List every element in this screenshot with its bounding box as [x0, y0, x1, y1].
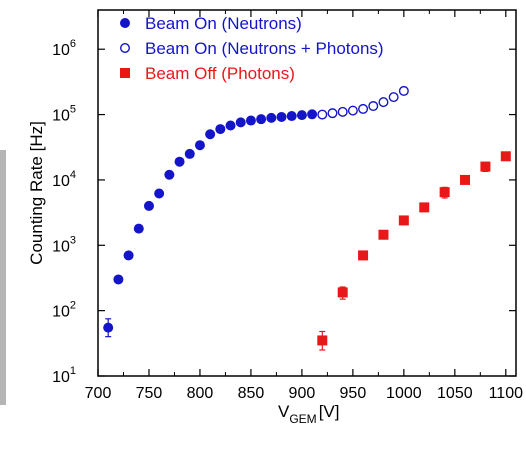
legend-marker [120, 18, 130, 28]
data-point [347, 105, 358, 116]
data-point [164, 169, 175, 180]
series-filled-square [317, 151, 511, 351]
x-tick-label: 700 [85, 385, 112, 402]
data-point [378, 97, 389, 108]
y-tick-label: 102 [52, 300, 76, 321]
plot-frame [97, 9, 517, 377]
data-point [225, 120, 236, 131]
data-point [480, 161, 491, 172]
data-point [194, 140, 205, 151]
data-point [256, 114, 267, 125]
legend-label: Beam Off (Photons) [145, 64, 295, 83]
x-axis-label-unit: [V] [319, 402, 340, 421]
data-point [266, 112, 277, 123]
y-tick-label: 101 [52, 365, 76, 386]
data-point [378, 229, 389, 240]
data-point [439, 187, 450, 198]
x-tick-label: 800 [187, 385, 214, 402]
axis-ticks [97, 10, 516, 377]
data-point [154, 188, 165, 199]
x-tick-labels: 700 750 800 850 900 950 1000 1050 1100 [85, 385, 523, 402]
data-point [398, 85, 409, 96]
data-point [174, 156, 185, 167]
y-tick-label: 105 [52, 104, 76, 125]
x-tick-label: 900 [289, 385, 316, 402]
data-point [317, 335, 328, 346]
data-point [388, 92, 399, 103]
y-tick-label: 103 [52, 234, 76, 255]
data-point [368, 101, 379, 112]
x-tick-label: 1050 [437, 385, 473, 402]
data-point [307, 109, 318, 120]
x-tick-label: 1100 [489, 385, 524, 402]
data-point [500, 151, 511, 162]
legend-marker [120, 68, 130, 78]
data-point [235, 117, 246, 128]
data-point [205, 129, 216, 140]
legend: Beam On (Neutrons) Beam On (Neutrons + Ph… [119, 14, 384, 83]
x-axis-label: VGEM [V] [278, 402, 339, 426]
data-point [143, 200, 154, 211]
legend-label: Beam On (Neutrons) [145, 14, 302, 33]
x-axis-label-main: V [278, 402, 290, 421]
left-edge-bar [0, 150, 6, 405]
data-point [215, 124, 226, 135]
y-tick-labels: 101 102 103 104 105 106 [52, 38, 76, 386]
data-point [337, 287, 348, 298]
y-tick-label: 106 [52, 38, 76, 59]
y-axis-label: Counting Rate [Hz] [27, 121, 46, 265]
data-point [398, 215, 409, 226]
data-point [123, 250, 134, 261]
x-tick-label: 1000 [386, 385, 422, 402]
data-points [103, 85, 511, 351]
x-axis-label-sub: GEM [289, 412, 316, 426]
data-point [296, 110, 307, 121]
legend-marker [119, 43, 130, 54]
data-point [286, 111, 297, 122]
data-point [337, 106, 348, 117]
x-tick-label: 850 [238, 385, 265, 402]
data-point [358, 103, 369, 114]
x-tick-label: 750 [136, 385, 163, 402]
data-point [133, 223, 144, 234]
data-point [103, 322, 114, 333]
data-point [184, 148, 195, 159]
data-point [460, 174, 471, 185]
x-tick-label: 950 [340, 385, 367, 402]
y-tick-label: 104 [52, 169, 76, 190]
data-point [276, 111, 287, 122]
data-point [317, 109, 328, 120]
series-open-circle [317, 85, 409, 120]
series-filled-circle [103, 109, 318, 338]
data-point [419, 202, 430, 213]
data-point [245, 115, 256, 126]
data-point [327, 108, 338, 119]
legend-label: Beam On (Neutrons + Photons) [145, 39, 384, 58]
data-point [113, 274, 124, 285]
data-point [358, 250, 369, 261]
